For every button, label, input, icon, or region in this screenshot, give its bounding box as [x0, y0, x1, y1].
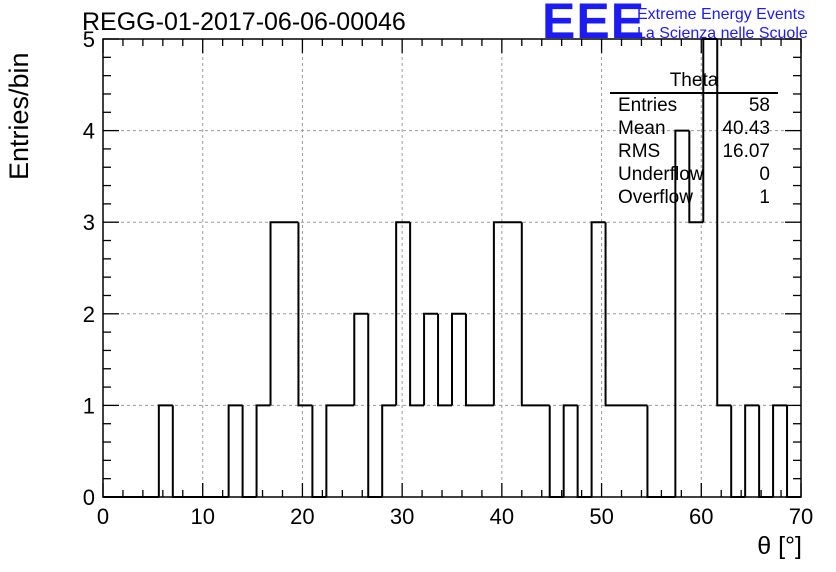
x-tick-label: 50: [589, 504, 613, 529]
x-tick-label: 30: [390, 504, 414, 529]
histogram-bin: [536, 405, 550, 497]
x-tick-label: 20: [290, 504, 314, 529]
histogram-bin: [773, 405, 787, 497]
histogram-bin: [396, 222, 410, 497]
histogram-bin: [271, 222, 285, 497]
logo-line-1: Extreme Energy Events: [637, 6, 806, 23]
logo-caption: Extreme Energy Events La Scienza nelle S…: [637, 5, 808, 43]
y-tick-label: 3: [83, 210, 95, 235]
histogram-bin: [438, 405, 452, 497]
y-tick-label: 1: [83, 393, 95, 418]
plot-title: REGG-01-2017-06-06-00046: [82, 8, 406, 36]
stats-label: Mean: [618, 118, 666, 139]
stats-value: 0: [759, 164, 770, 185]
histogram-bin: [564, 405, 578, 497]
histogram-bin: [298, 405, 312, 497]
x-tick-label: 10: [190, 504, 214, 529]
stats-value: 58: [748, 95, 770, 116]
x-tick-label: 0: [97, 504, 109, 529]
stats-label: Overflow: [618, 187, 693, 208]
histogram-bin: [257, 405, 271, 497]
y-tick-label: 4: [83, 119, 95, 144]
x-tick-label: 70: [789, 504, 813, 529]
y-tick-label: 5: [83, 27, 95, 52]
stats-row-entries: Entries 58: [610, 94, 778, 117]
stats-row-underflow: Underflow 0: [610, 163, 778, 186]
x-tick-label: 60: [689, 504, 713, 529]
histogram-bin: [326, 405, 340, 497]
histogram-bin: [340, 405, 354, 497]
histogram-bin: [159, 405, 173, 497]
stats-label: Underflow: [618, 164, 704, 185]
histogram-bin: [717, 405, 731, 497]
stats-value: 16.07: [722, 141, 770, 162]
stats-value: 1: [759, 187, 770, 208]
histogram-bin: [284, 222, 298, 497]
histogram-bin: [745, 405, 759, 497]
stats-box: Theta Entries 58 Mean 40.43 RMS 16.07 Un…: [610, 70, 778, 209]
histogram-bin: [620, 405, 634, 497]
histogram-bin: [633, 405, 647, 497]
logo-letters: EEE: [542, 0, 646, 49]
plot-frame: [102, 38, 802, 498]
y-tick-label: 0: [83, 485, 95, 510]
histogram-bin: [508, 222, 522, 497]
logo-line-2: La Scienza nelle Scuole: [637, 25, 808, 42]
stats-row-rms: RMS 16.07: [610, 140, 778, 163]
y-tick-label: 2: [83, 302, 95, 327]
histogram-bin: [229, 405, 243, 497]
histogram-bin: [382, 405, 396, 497]
histogram-bin: [410, 405, 424, 497]
stats-value: 40.43: [722, 118, 770, 139]
stats-title: Theta: [610, 70, 778, 94]
histogram-bin: [592, 222, 606, 497]
histogram-bin: [522, 405, 536, 497]
stats-row-overflow: Overflow 1: [610, 186, 778, 209]
histogram-bin: [606, 405, 620, 497]
histogram-bin: [480, 405, 494, 497]
x-axis-label: θ [°]: [757, 532, 802, 560]
x-tick-label: 40: [490, 504, 514, 529]
stats-label: Entries: [618, 95, 678, 116]
y-axis-label: Entries/bin: [4, 52, 34, 180]
stats-row-mean: Mean 40.43: [610, 117, 778, 140]
histogram-bin: [494, 222, 508, 497]
stats-label: RMS: [618, 141, 661, 162]
histogram-bin: [466, 405, 480, 497]
